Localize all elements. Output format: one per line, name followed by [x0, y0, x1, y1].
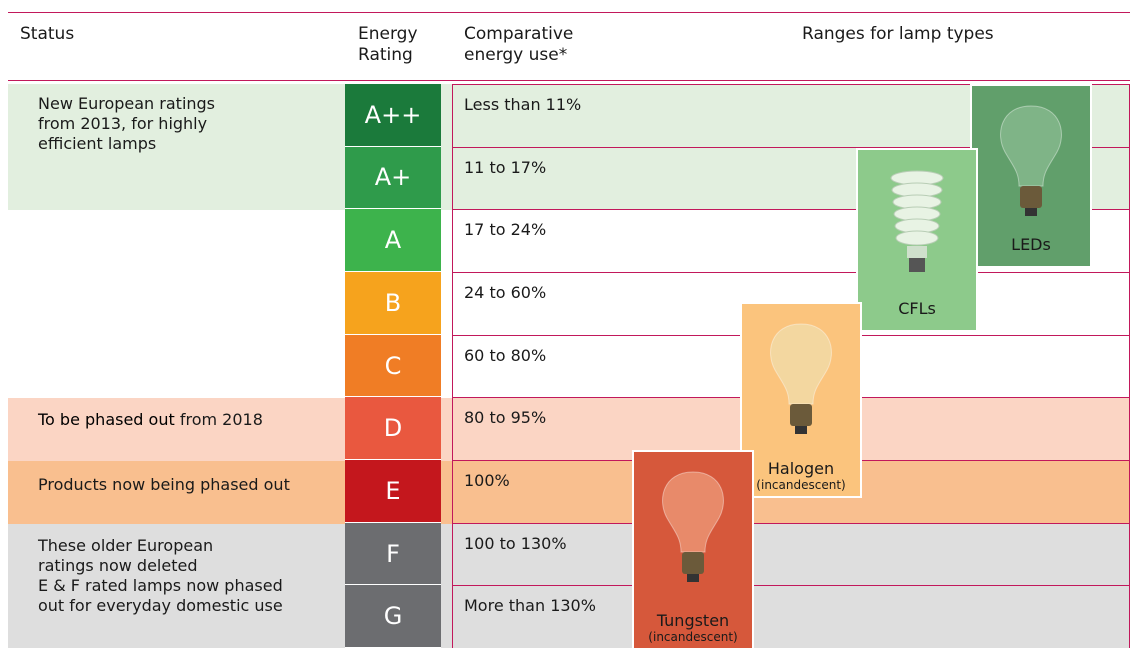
top-rule [8, 12, 1130, 13]
rating-cell: A+ [345, 147, 441, 210]
lamp-name: Halogen [768, 459, 834, 478]
status-old: These older European ratings now deleted… [8, 524, 338, 616]
status-text: E & F rated lamps now phased out for eve… [38, 576, 298, 616]
energy-use: 100 to 130% [452, 523, 1130, 586]
header-ranges: Ranges for lamp types [802, 24, 994, 45]
status-text: from 2013, for highly efficient lamps [38, 114, 238, 154]
lamp-box: LEDs [970, 84, 1092, 268]
lamp-name: Tungsten [657, 611, 729, 630]
status-title: These older European ratings now deleted [38, 536, 238, 576]
status-bold: To be phased out [38, 410, 175, 429]
lamp-icon [653, 466, 733, 595]
rating-cell: F [345, 523, 441, 586]
header-comparative: Comparative energy use* [464, 24, 614, 66]
lamp-name: LEDs [1011, 235, 1051, 254]
lamp-icon [761, 318, 841, 447]
lamp-box: Tungsten(incandescent) [632, 450, 754, 648]
rating-cell: C [345, 335, 441, 398]
rating-cell: G [345, 585, 441, 648]
header-status: Status [20, 24, 74, 45]
status-title: New European ratings [38, 94, 215, 113]
lamp-box: CFLs [856, 148, 978, 332]
lamp-box: Halogen(incandescent) [740, 302, 862, 498]
status-text: Products now [38, 475, 145, 494]
status-bold: being phased out [150, 475, 290, 494]
lamp-note: (incandescent) [756, 478, 845, 492]
energy-use: More than 130% [452, 585, 1130, 648]
rating-cell: D [345, 397, 441, 460]
page: Status Energy Rating Comparative energy … [0, 0, 1138, 648]
lamp-name: CFLs [898, 299, 936, 318]
right-rule [1129, 84, 1130, 648]
status-text: from 2018 [180, 410, 263, 429]
col-rule [452, 84, 453, 648]
header-rule [8, 80, 1130, 81]
rating-cell: A [345, 209, 441, 272]
header-rating: Energy Rating [358, 24, 438, 66]
lamp-icon [991, 100, 1071, 229]
status-d: To be phased out from 2018 [8, 398, 338, 430]
status-e: Products now being phased out [8, 461, 338, 495]
lamp-icon [877, 164, 957, 283]
rating-cell: B [345, 272, 441, 335]
rating-cell: A++ [345, 84, 441, 147]
lamp-note: (incandescent) [648, 630, 737, 644]
rating-cell: E [345, 460, 441, 523]
